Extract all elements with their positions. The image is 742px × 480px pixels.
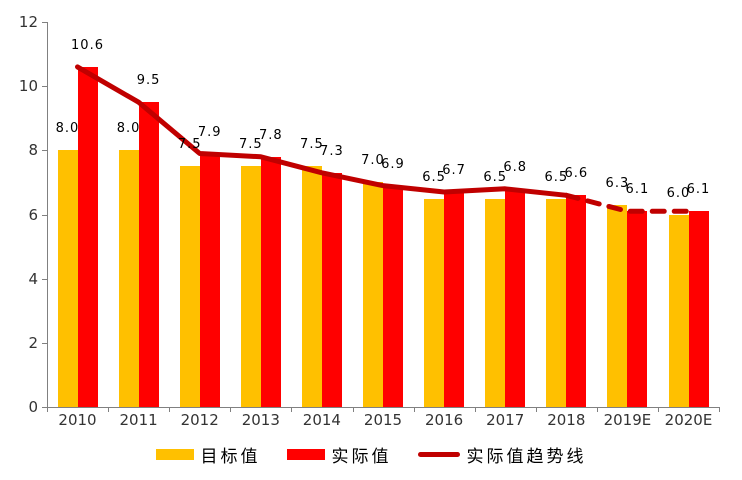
bar-目标值-2014: [301, 166, 322, 407]
x-axis-tick-label: 2019E: [603, 411, 652, 429]
x-axis-tick: [108, 408, 110, 412]
x-axis-tick: [596, 408, 598, 412]
bar-目标值-2017: [485, 198, 506, 407]
bar-目标值-2018: [546, 198, 567, 407]
data-label-目标值-2019E: 6.3: [605, 175, 630, 191]
legend-label-actual: 实际值: [331, 446, 392, 466]
data-label-目标值-2014: 7.5: [300, 137, 324, 153]
legend-item-target: 目标值: [155, 442, 261, 467]
data-label-目标值-2016: 6.5: [422, 169, 446, 185]
x-axis-tick-label: 2010: [58, 411, 97, 429]
bar-目标值-2011: [118, 150, 139, 407]
bar-实际值-2019E: [627, 211, 648, 407]
data-label-实际值-2010: 10.6: [71, 37, 104, 53]
data-label-实际值-2017: 6.8: [503, 159, 528, 175]
bar-实际值-2018: [566, 195, 587, 407]
bar-实际值-2013: [260, 156, 281, 407]
bar-实际值-2010: [77, 66, 98, 407]
data-label-实际值-2014: 7.3: [320, 143, 344, 159]
y-axis-tick: [42, 342, 47, 344]
bar-目标值-2012: [179, 166, 200, 407]
x-axis-tick: [47, 408, 48, 412]
y-axis-tick-label: 12: [18, 13, 38, 31]
x-axis-tick: [719, 408, 720, 412]
x-axis-tick: [657, 408, 659, 412]
bar-实际值-2017: [505, 188, 526, 407]
data-label-目标值-2012: 7.5: [177, 137, 202, 153]
bar-实际值-2012: [199, 153, 220, 407]
y-axis-tick-label: 8: [28, 141, 38, 160]
x-axis-tick: [535, 408, 537, 412]
data-label-目标值-2015: 7.0: [361, 153, 385, 169]
trend-line-solid: [75, 64, 569, 198]
x-axis-tick-label: 2020E: [664, 411, 713, 429]
bar-目标值-2015: [363, 182, 383, 407]
legend: 目标值 实际值 实际值趋势线: [0, 442, 742, 467]
data-label-目标值-2017: 6.5: [483, 169, 508, 185]
x-axis-tick-label: 2015: [363, 411, 403, 429]
data-label-实际值-2015: 6.9: [381, 156, 405, 172]
bar-目标值-2019E: [607, 204, 628, 407]
bar-目标值-2020E: [668, 214, 689, 407]
legend-label-trendline: 实际值趋势线: [466, 446, 587, 466]
trend-line-dashed: [563, 192, 691, 214]
y-axis-tick-label: 0: [28, 398, 38, 416]
legend-swatch-target: [155, 448, 194, 460]
data-label-目标值-2013: 7.5: [238, 137, 263, 153]
data-label-实际值-2020E: 6.1: [686, 182, 711, 198]
data-label-目标值-2011: 8.0: [116, 121, 141, 137]
y-axis-tick-label: 10: [18, 77, 38, 96]
data-label-实际值-2011: 9.5: [136, 73, 161, 89]
data-label-实际值-2016: 6.7: [442, 163, 466, 178]
bar-目标值-2016: [424, 198, 445, 407]
x-axis-tick-label: 2016: [425, 411, 464, 429]
data-label-实际值-2019E: 6.1: [625, 182, 650, 198]
x-axis-tick: [352, 408, 354, 412]
data-label-目标值-2018: 6.5: [544, 169, 569, 185]
y-axis-tick-label: 6: [28, 205, 38, 224]
bar-目标值-2013: [240, 166, 261, 407]
data-label-目标值-2010: 8.0: [55, 121, 80, 137]
y-axis-tick: [42, 150, 47, 152]
x-axis-tick: [169, 408, 171, 412]
x-axis-tick: [413, 408, 415, 412]
data-label-实际值-2013: 7.8: [258, 127, 283, 143]
bar-实际值-2020E: [688, 211, 709, 407]
x-axis-tick-label: 2017: [486, 411, 525, 429]
bar-目标值-2010: [57, 150, 78, 407]
x-axis-tick: [474, 408, 476, 412]
legend-trendline-swatch: [417, 451, 460, 457]
bar-实际值-2015: [383, 185, 403, 407]
y-axis-tick: [42, 214, 47, 216]
x-axis-tick: [230, 408, 232, 412]
x-axis-tick-label: 2012: [180, 411, 219, 429]
legend-swatch-actual: [286, 448, 325, 460]
bar-实际值-2016: [444, 192, 465, 407]
data-label-实际值-2018: 6.6: [564, 166, 589, 182]
legend-item-actual: 实际值: [286, 442, 392, 467]
y-axis-tick: [42, 22, 47, 23]
bar-实际值-2011: [138, 102, 159, 407]
x-axis-tick: [291, 408, 293, 412]
y-axis-tick: [42, 86, 47, 88]
legend-label-target: 目标值: [200, 446, 261, 466]
x-axis-tick-label: 2014: [302, 411, 341, 429]
data-label-实际值-2012: 7.9: [197, 124, 222, 140]
y-axis-line: [47, 22, 48, 408]
x-axis-tick-label: 2011: [119, 411, 158, 429]
x-axis-tick-label: 2013: [241, 411, 280, 429]
data-label-目标值-2020E: 6.0: [666, 185, 691, 201]
plot-area: 8.0 8.0 7.5 7.5 7.5 7.0 6.5 6.5 6.5 6.3 6.0 10.6 9.5…: [47, 22, 719, 407]
trend-line-layer: [75, 64, 691, 214]
bar-实际值-2014: [321, 172, 342, 407]
x-axis-line: [47, 407, 720, 408]
x-axis-tick-label: 2018: [547, 411, 586, 429]
legend-item-trendline: 实际值趋势线: [417, 442, 587, 467]
y-axis-tick-label: 4: [28, 269, 38, 288]
y-axis-tick-label: 2: [28, 333, 38, 352]
y-axis-tick: [42, 407, 47, 408]
y-axis-tick: [42, 278, 47, 280]
